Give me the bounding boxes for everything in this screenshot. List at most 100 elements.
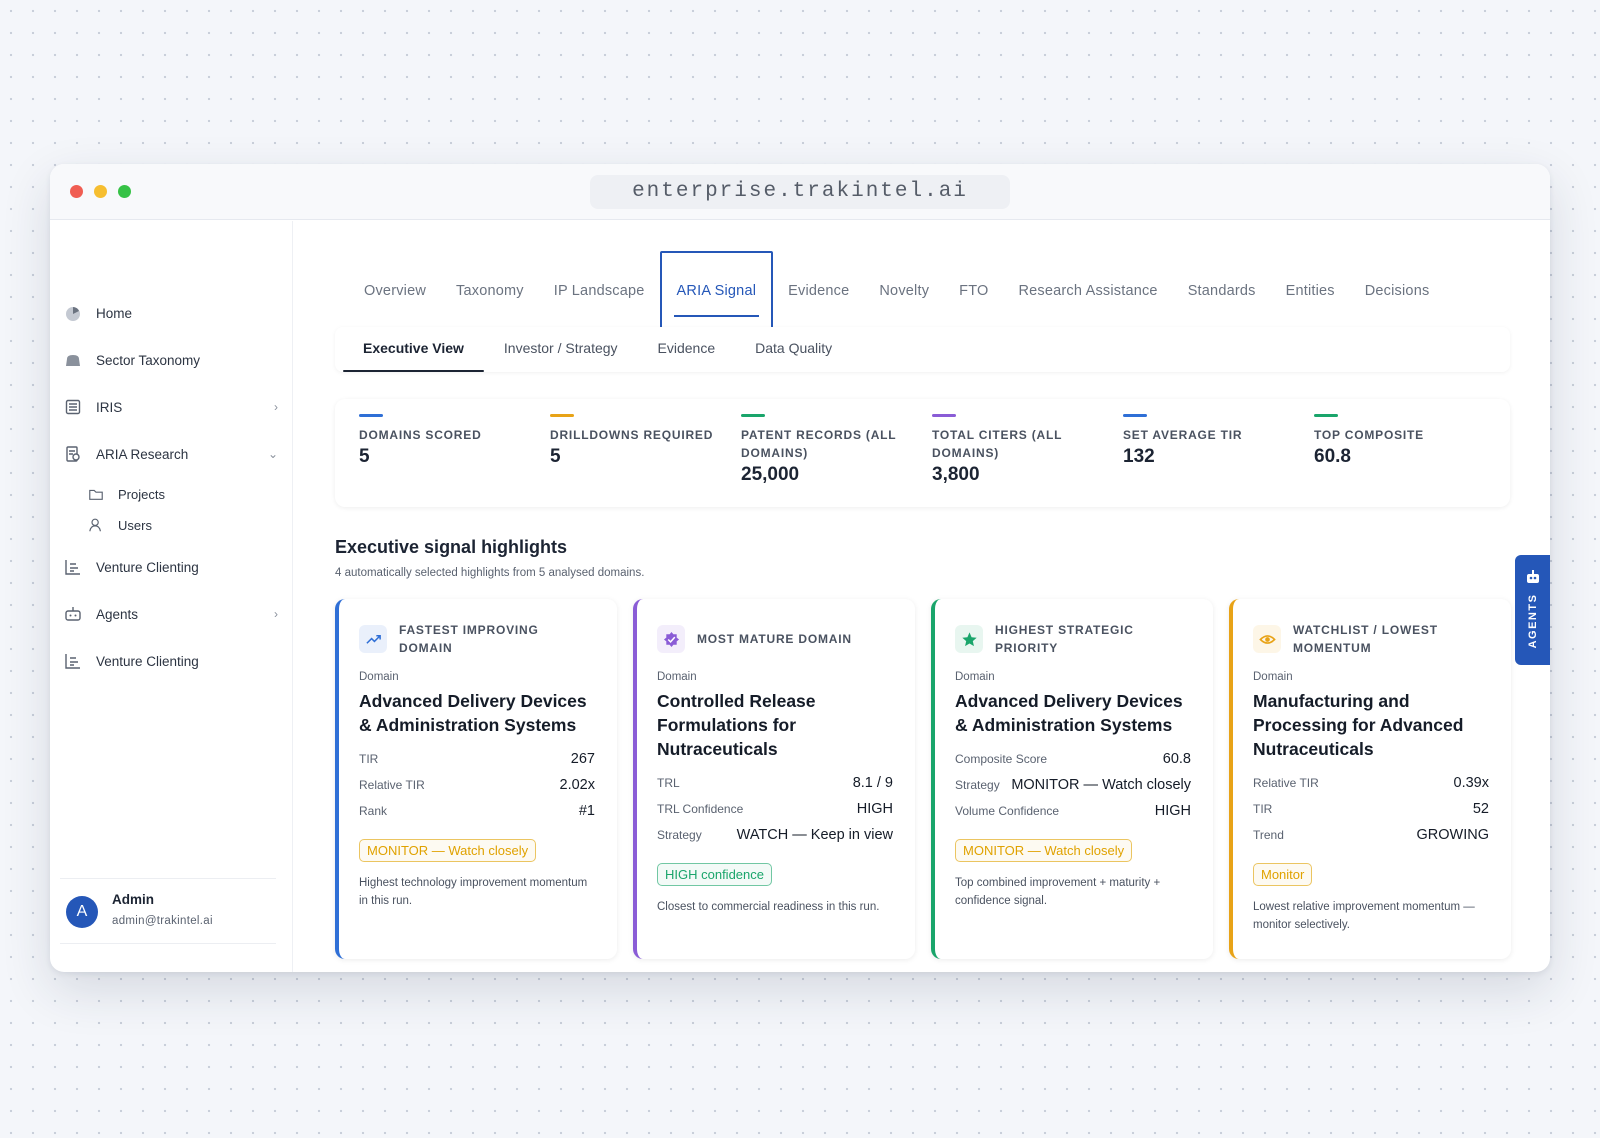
metrics: TRL 8.1 / 9 TRL Confidence HIGH Strategy WATC… (657, 775, 893, 853)
metrics: Composite Score 60.8 Strategy MONITOR — Wat… (955, 751, 1191, 829)
tab[interactable]: ARIA Signal (659, 251, 774, 331)
icon (961, 631, 977, 646)
maximize-dot[interactable] (118, 185, 131, 198)
nav-item[interactable]: Venture Clienting (64, 558, 278, 576)
kpi: DRILLDOWNS REQUIRED 5 (550, 414, 741, 507)
nav-label: Venture Clienting (96, 559, 199, 575)
sub-tab[interactable]: Investor / Strategy (503, 340, 618, 356)
highlight-card: HIGHEST STRATEGIC PRIORITY Domain Advanced… (931, 599, 1213, 959)
metric-label: TRL Confidence (657, 802, 744, 816)
icon (89, 489, 103, 500)
user-panel[interactable]: A Admin admin@trakintel.ai (60, 878, 276, 944)
metric-label: Composite Score (955, 752, 1048, 766)
metric-row: Trend GROWING (1253, 827, 1489, 853)
domain-name: Controlled Release Formulations for Nutr… (657, 691, 816, 759)
nav-item[interactable]: Sector Taxonomy (64, 351, 278, 369)
nav-subitem[interactable]: Users (88, 517, 302, 533)
card-header: MOST MATURE DOMAIN (657, 621, 893, 657)
card-header: HIGHEST STRATEGIC PRIORITY (955, 621, 1191, 657)
metric-value: #1 (578, 803, 595, 819)
card-icon (657, 625, 685, 653)
agents-icon (1527, 570, 1539, 583)
nav-chevron: › (274, 400, 278, 414)
badge: HIGH confidence (657, 863, 772, 886)
metric-value: HIGH (1154, 803, 1191, 819)
card-header: WATCHLIST / LOWEST MOMENTUM (1253, 621, 1489, 657)
nav-item[interactable]: ARIA Research ⌄ (64, 445, 278, 463)
nav-label: Sector Taxonomy (96, 352, 201, 368)
nav-item[interactable]: Venture Clienting (64, 652, 278, 670)
domain-name: Advanced Delivery Devices & Administrati… (955, 691, 1183, 735)
metric-label: Strategy (955, 778, 1000, 792)
title-bar: enterprise.trakintel.ai (50, 164, 1550, 220)
nav-item[interactable]: Agents › (64, 605, 278, 623)
tab[interactable]: IP Landscape (553, 283, 645, 299)
nav-item[interactable]: Home (64, 304, 278, 322)
nav-subitem[interactable]: Projects (88, 486, 302, 502)
kpi: TOP COMPOSITE 60.8 (1314, 414, 1505, 507)
nav-chevron: ⌄ (267, 447, 278, 461)
kpi-label: DRILLDOWNS REQUIRED (550, 428, 714, 442)
tab[interactable]: Novelty (879, 283, 930, 299)
kpi-accent (550, 414, 574, 417)
tab[interactable]: Standards (1187, 283, 1256, 299)
tab[interactable]: Taxonomy (456, 283, 524, 299)
tab[interactable]: Entities (1285, 283, 1335, 299)
domain-name: Advanced Delivery Devices & Administrati… (359, 691, 587, 735)
kpi-accent (741, 414, 765, 417)
highlight-cards: FASTEST IMPROVING DOMAIN Domain Advanced D… (335, 599, 1511, 959)
kpi: SET AVERAGE TIR 132 (1123, 414, 1314, 507)
metric-label: TRL (657, 776, 680, 790)
metric-row: Rank #1 (359, 803, 595, 829)
domain-label: Domain (955, 671, 995, 683)
close-dot[interactable] (70, 185, 83, 198)
sub-tab[interactable]: Data Quality (755, 340, 833, 356)
icon (65, 560, 80, 575)
kpi-value: 3,800 (932, 464, 980, 485)
metrics: Relative TIR 0.39x TIR 52 Trend GROWING (1253, 775, 1489, 853)
metric-label: Rank (359, 804, 388, 818)
minimize-dot[interactable] (94, 185, 107, 198)
metric-row: TIR 267 (359, 751, 595, 777)
tab[interactable]: Overview (364, 283, 427, 299)
tab[interactable]: Evidence (788, 283, 850, 299)
icon (65, 654, 80, 669)
kpi-accent (1314, 414, 1338, 417)
badge: MONITOR — Watch closely (955, 839, 1133, 862)
kpi-value: 132 (1123, 446, 1155, 467)
url-bar[interactable]: enterprise.trakintel.ai (590, 175, 1010, 209)
nav-label: IRIS (96, 399, 123, 415)
tab[interactable]: Decisions (1364, 283, 1430, 299)
tab[interactable]: FTO (959, 283, 989, 299)
card-icon (1253, 625, 1281, 653)
metric-row: TIR 52 (1253, 801, 1489, 827)
kpi-label: TOP COMPOSITE (1314, 428, 1424, 442)
user-name: Admin (112, 892, 154, 907)
card-icon (359, 625, 387, 653)
metric-value: 8.1 / 9 (852, 775, 893, 791)
kpi-value: 60.8 (1314, 446, 1351, 467)
metric-label: Trend (1253, 828, 1284, 842)
section-subtitle: 4 automatically selected highlights from… (335, 567, 645, 579)
kpi-label: PATENT RECORDS (ALL DOMAINS) (741, 428, 897, 460)
browser-window: enterprise.trakintel.ai A Admin admin@tr… (50, 164, 1550, 972)
metric-value: 60.8 (1162, 751, 1191, 767)
metric-row: Strategy MONITOR — Watch closely (955, 777, 1191, 803)
sub-tab[interactable]: Evidence (657, 340, 716, 356)
metric-value: MONITOR — Watch closely (1011, 777, 1191, 793)
tab[interactable]: Research Assistance (1018, 283, 1158, 299)
kpi-label: DOMAINS SCORED (359, 428, 482, 442)
nav-item[interactable]: IRIS › (64, 398, 278, 416)
nav-chevron: › (274, 607, 278, 621)
agents-tab[interactable]: AGENTS (1515, 555, 1550, 665)
main-tabs: Overview Taxonomy IP Landscape ARIA Signal E… (349, 251, 1444, 331)
metric-label: TIR (1253, 802, 1273, 816)
nav-label: Venture Clienting (96, 653, 199, 669)
sub-tab[interactable]: Executive View (343, 327, 484, 372)
metric-label: Relative TIR (1253, 776, 1319, 790)
nav-label: Home (96, 305, 133, 321)
icon (365, 634, 381, 644)
sidebar: A Admin admin@trakintel.ai Home Sector Ta… (50, 221, 293, 972)
kpi: PATENT RECORDS (ALL DOMAINS) 25,000 (741, 414, 932, 507)
badge: MONITOR — Watch closely (359, 839, 537, 862)
